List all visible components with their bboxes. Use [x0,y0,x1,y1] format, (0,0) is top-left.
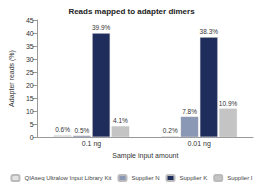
svg-text:QIAseq Ultralow Input Library: QIAseq Ultralow Input Library Kit [24,175,111,181]
svg-text:0.6%: 0.6% [55,126,70,133]
svg-text:0.2%: 0.2% [163,127,178,134]
svg-text:25: 25 [26,69,34,76]
svg-text:10.9%: 10.9% [219,100,238,107]
svg-text:0: 0 [30,134,34,141]
svg-text:45: 45 [26,17,34,24]
svg-text:20: 20 [26,82,34,89]
svg-text:Supplier I: Supplier I [227,175,253,181]
svg-text:Supplier N: Supplier N [131,175,159,181]
svg-text:15: 15 [26,95,34,102]
svg-text:Adapter reads (%): Adapter reads (%) [8,50,16,107]
svg-text:40: 40 [26,30,34,37]
svg-text:38.3%: 38.3% [200,28,219,35]
svg-text:7.8%: 7.8% [182,108,197,115]
svg-text:0.5%: 0.5% [74,127,89,134]
svg-text:0.1 ng: 0.1 ng [82,140,102,148]
svg-text:5: 5 [30,121,34,128]
svg-text:39.9%: 39.9% [92,24,111,31]
svg-text:4.1%: 4.1% [113,117,128,124]
svg-text:Supplier K: Supplier K [180,175,208,181]
svg-text:0.01 ng: 0.01 ng [187,140,210,148]
svg-text:Reads mapped to adapter dimers: Reads mapped to adapter dimers [68,7,195,16]
svg-text:30: 30 [26,56,34,63]
svg-text:10: 10 [26,108,34,115]
svg-text:35: 35 [26,43,34,50]
svg-text:Sample input amount: Sample input amount [112,152,178,160]
